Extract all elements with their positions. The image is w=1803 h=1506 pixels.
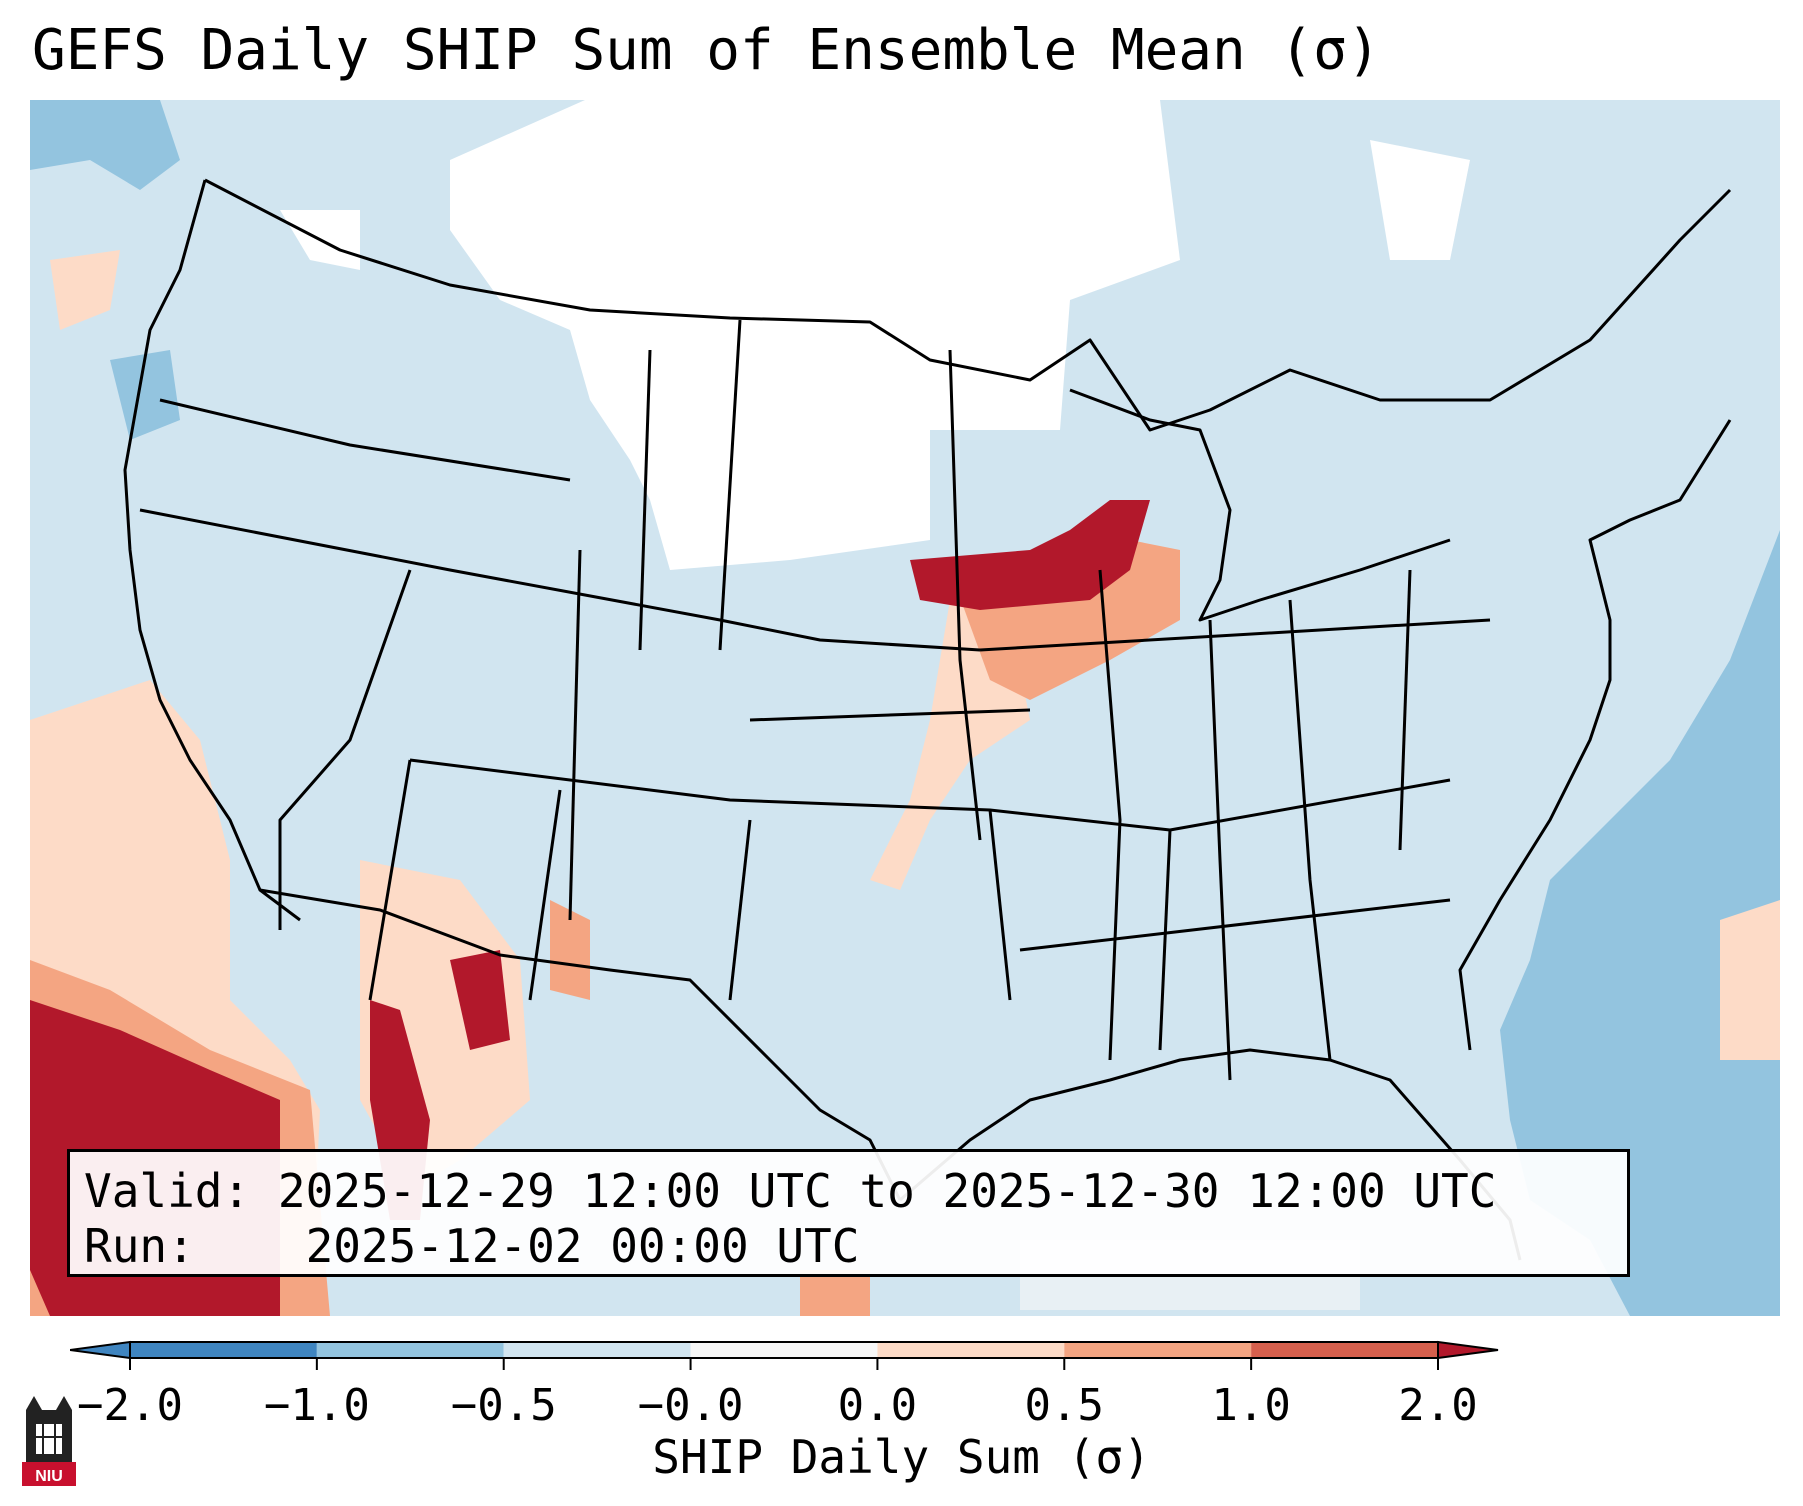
colorbar-tick-label: 0.0 bbox=[838, 1380, 917, 1431]
field-above-yucatan bbox=[800, 1270, 870, 1316]
colorbar-label: SHIP Daily Sum (σ) bbox=[652, 1430, 1151, 1484]
map-title: GEFS Daily SHIP Sum of Ensemble Mean (σ) bbox=[32, 18, 1381, 83]
colorbar-tick-label: −0.0 bbox=[638, 1380, 744, 1431]
boundaries bbox=[123, 178, 1732, 1261]
valid-value: 2025-12-29 12:00 UTC to 2025-12-30 12:00… bbox=[277, 1164, 1497, 1218]
svg-text:NIU: NIU bbox=[35, 1468, 63, 1485]
field-below-pacific-nw bbox=[30, 100, 180, 190]
niu-logo: NIU bbox=[22, 1396, 76, 1486]
colorbar-swatch bbox=[1251, 1342, 1438, 1358]
field-above-sw bbox=[550, 900, 590, 1000]
field-far-above-mexico-2 bbox=[450, 950, 510, 1050]
colorbar-tick-label: −1.0 bbox=[264, 1380, 370, 1431]
us-west-coast bbox=[123, 179, 301, 922]
us-mexico-border bbox=[259, 888, 902, 1201]
colorbar-extend-max bbox=[1437, 1340, 1499, 1360]
map-panel bbox=[30, 100, 1780, 1316]
east-coast bbox=[1458, 419, 1732, 1051]
validity-info-box: Valid: 2025-12-29 12:00 UTC to 2025-12-3… bbox=[67, 1149, 1630, 1277]
field-far-above-midwest bbox=[910, 500, 1150, 610]
field-neutral-ne bbox=[1370, 140, 1470, 260]
colorbar-swatch bbox=[503, 1342, 691, 1358]
valid-label: Valid: bbox=[84, 1164, 251, 1218]
colorbar-swatch bbox=[1064, 1342, 1252, 1358]
colorbar-tick-label: 0.5 bbox=[1025, 1380, 1104, 1431]
canada-border bbox=[204, 178, 1732, 432]
colorbar: −2.0 −1.0 −0.5 −0.0 0.0 0.5 1.0 2.0 bbox=[70, 1340, 1499, 1431]
run-value: 2025-12-02 00:00 UTC bbox=[305, 1219, 860, 1273]
field-slight-above-west bbox=[50, 250, 120, 330]
colorbar-swatches bbox=[70, 1340, 1499, 1360]
colorbar-swatch bbox=[130, 1342, 317, 1358]
run-label: Run: bbox=[84, 1219, 195, 1273]
colorbar-ticks: −2.0 −1.0 −0.5 −0.0 0.0 0.5 1.0 2.0 bbox=[77, 1358, 1478, 1431]
colorbar-swatch bbox=[316, 1342, 504, 1358]
field-below-atlantic bbox=[1500, 530, 1780, 1316]
colorbar-tick-label: 1.0 bbox=[1211, 1380, 1290, 1431]
field-neutral-north bbox=[450, 100, 1180, 570]
colorbar-tick-label: −0.5 bbox=[451, 1380, 557, 1431]
colorbar-swatch bbox=[690, 1342, 878, 1358]
great-lakes bbox=[1069, 388, 1451, 622]
field-slight-above-sea bbox=[1720, 900, 1780, 1060]
colorbar-extend-min bbox=[70, 1340, 131, 1360]
colorbar-tick-label: −2.0 bbox=[77, 1380, 183, 1431]
field-below-pacific-2 bbox=[110, 350, 180, 440]
colorbar-outline bbox=[129, 1341, 1439, 1359]
colorbar-tick-label: 2.0 bbox=[1398, 1380, 1477, 1431]
colorbar-swatch bbox=[877, 1342, 1065, 1358]
